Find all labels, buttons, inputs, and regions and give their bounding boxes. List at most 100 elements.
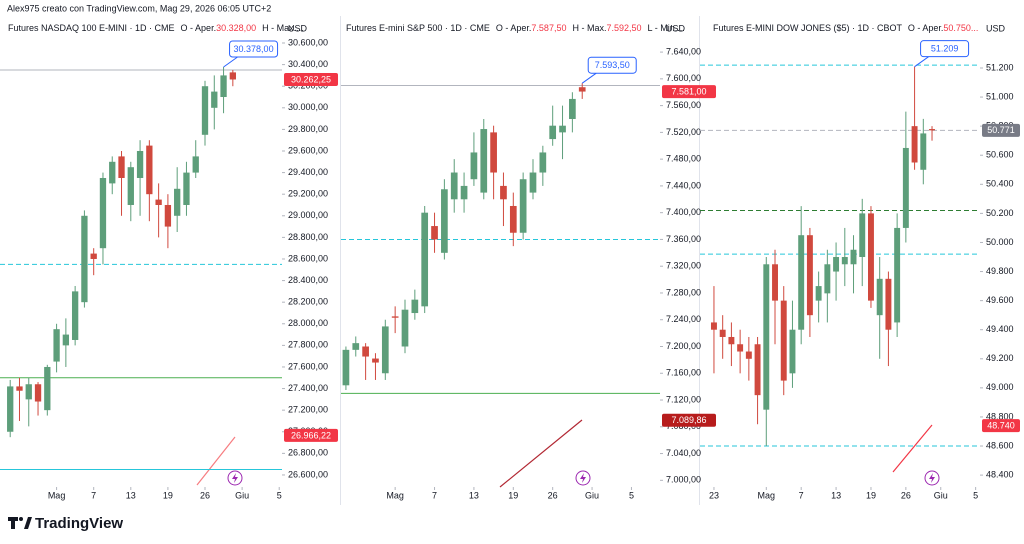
currency: USD xyxy=(666,23,686,33)
candle-body xyxy=(155,199,162,205)
candle-body xyxy=(911,126,918,163)
y-tick-label: 51.200 xyxy=(986,62,1014,72)
y-tick-label: 27.600,00 xyxy=(288,361,328,371)
y-tick-label: 30.000,00 xyxy=(288,102,328,112)
y-tick-label: 30.600,00 xyxy=(288,37,328,47)
candle-body xyxy=(824,264,831,294)
title-name: Futures E-mini S&P 500 · 1D · CME xyxy=(346,23,490,33)
x-tick-label: Giu xyxy=(235,490,249,500)
candle-body xyxy=(833,257,840,272)
y-tick-label: 27.200,00 xyxy=(288,405,328,415)
y-tick-label: 50.200 xyxy=(986,208,1014,218)
chart-title: Futures E-MINI DOW JONES ($5) · 1D · CBO… xyxy=(713,23,978,33)
y-tick-label: 49.600 xyxy=(986,295,1014,305)
candle-body xyxy=(127,167,134,205)
candle-body xyxy=(109,161,116,184)
callout-label: 7.593,50 xyxy=(595,60,630,70)
x-tick-label: 7 xyxy=(799,490,804,500)
candle-body xyxy=(450,172,458,200)
candle-body xyxy=(929,129,935,131)
y-tick-label: 26.800,00 xyxy=(288,448,328,458)
x-tick-label: 13 xyxy=(831,490,841,500)
y-tick-label: 29.000,00 xyxy=(288,210,328,220)
candle-body xyxy=(470,152,478,180)
x-tick-label: Mag xyxy=(48,490,66,500)
candle-body xyxy=(229,72,236,80)
callout-pointer xyxy=(914,56,929,68)
y-tick-label: 27.800,00 xyxy=(288,340,328,350)
x-tick-label: 19 xyxy=(163,490,173,500)
price-badge-label: 7.581,00 xyxy=(671,86,706,96)
brand-logo xyxy=(8,517,32,529)
candle-body xyxy=(578,87,586,92)
candle-body xyxy=(174,188,181,216)
currency: USD xyxy=(288,23,308,33)
y-tick-label: 7.560,00 xyxy=(666,100,701,110)
x-tick-label: Giu xyxy=(934,490,948,500)
price-badge-label: 48.740 xyxy=(987,421,1015,431)
candle-body xyxy=(737,344,744,352)
price-badge xyxy=(982,419,1020,433)
event-icon[interactable] xyxy=(575,470,591,486)
x-tick-label: 23 xyxy=(709,490,719,500)
x-tick-label: 13 xyxy=(126,490,136,500)
candle-body xyxy=(372,358,379,363)
candle-body xyxy=(90,253,97,259)
candle-body xyxy=(763,264,770,410)
candle-body xyxy=(71,291,79,340)
ohlc-name: O - Aper. xyxy=(908,23,944,33)
candle-body xyxy=(859,213,866,258)
candle-body xyxy=(806,235,813,316)
candle-body xyxy=(780,300,787,381)
x-tick-label: Mag xyxy=(758,490,776,500)
price-badge-label: 26.966,22 xyxy=(291,430,331,440)
plot xyxy=(700,64,980,447)
candle-body xyxy=(81,215,88,303)
y-tick-label: 7.520,00 xyxy=(666,127,701,137)
y-tick-label: 49.200 xyxy=(986,353,1014,363)
indicator-line xyxy=(499,419,583,488)
candle-body xyxy=(136,150,144,178)
candle-body xyxy=(920,133,927,170)
ohlc-name: O - Aper. xyxy=(496,23,532,33)
candle-body xyxy=(421,212,429,307)
indicator-line xyxy=(892,424,933,473)
x-tick-label: 5 xyxy=(277,490,282,500)
y-tick-label: 50.400 xyxy=(986,179,1014,189)
candle-body xyxy=(441,189,448,253)
callout-box xyxy=(587,56,637,74)
event-icon[interactable] xyxy=(227,470,243,486)
y-tick-label: 50.000 xyxy=(986,237,1014,247)
y-tick-label: 28.800,00 xyxy=(288,232,328,242)
y-tick-label: 28.000,00 xyxy=(288,318,328,328)
candle-body xyxy=(352,343,360,350)
callout-pointer xyxy=(581,72,597,84)
candle-body xyxy=(431,226,438,240)
price-badge-label: 30.262,25 xyxy=(291,74,331,84)
candle-body xyxy=(62,334,70,346)
callout-label: 51.209 xyxy=(931,44,959,54)
candle-body xyxy=(53,329,60,362)
price-badge-label: 50.771 xyxy=(987,125,1015,135)
y-tick-label: 28.200,00 xyxy=(288,297,328,307)
title-name: Futures E-MINI DOW JONES ($5) · 1D · CBO… xyxy=(713,23,903,33)
candle-body xyxy=(529,172,537,193)
x-tick-label: Giu xyxy=(585,490,599,500)
candle-body xyxy=(381,326,389,374)
candle-body xyxy=(710,322,717,330)
candle-body xyxy=(44,366,51,411)
event-icon[interactable] xyxy=(924,470,940,486)
candle-body xyxy=(902,147,909,228)
y-tick-label: 30.400,00 xyxy=(288,59,328,69)
candle-body xyxy=(559,125,566,133)
candle-body xyxy=(772,264,778,301)
plot xyxy=(0,66,282,471)
candle-body xyxy=(146,145,153,195)
x-tick-label: 26 xyxy=(901,490,911,500)
indicator-line xyxy=(196,436,236,486)
candle-body xyxy=(164,204,172,227)
candle-body xyxy=(192,156,199,173)
x-tick-label: 7 xyxy=(432,490,437,500)
x-tick-label: 7 xyxy=(91,490,96,500)
currency: USD xyxy=(986,23,1006,33)
